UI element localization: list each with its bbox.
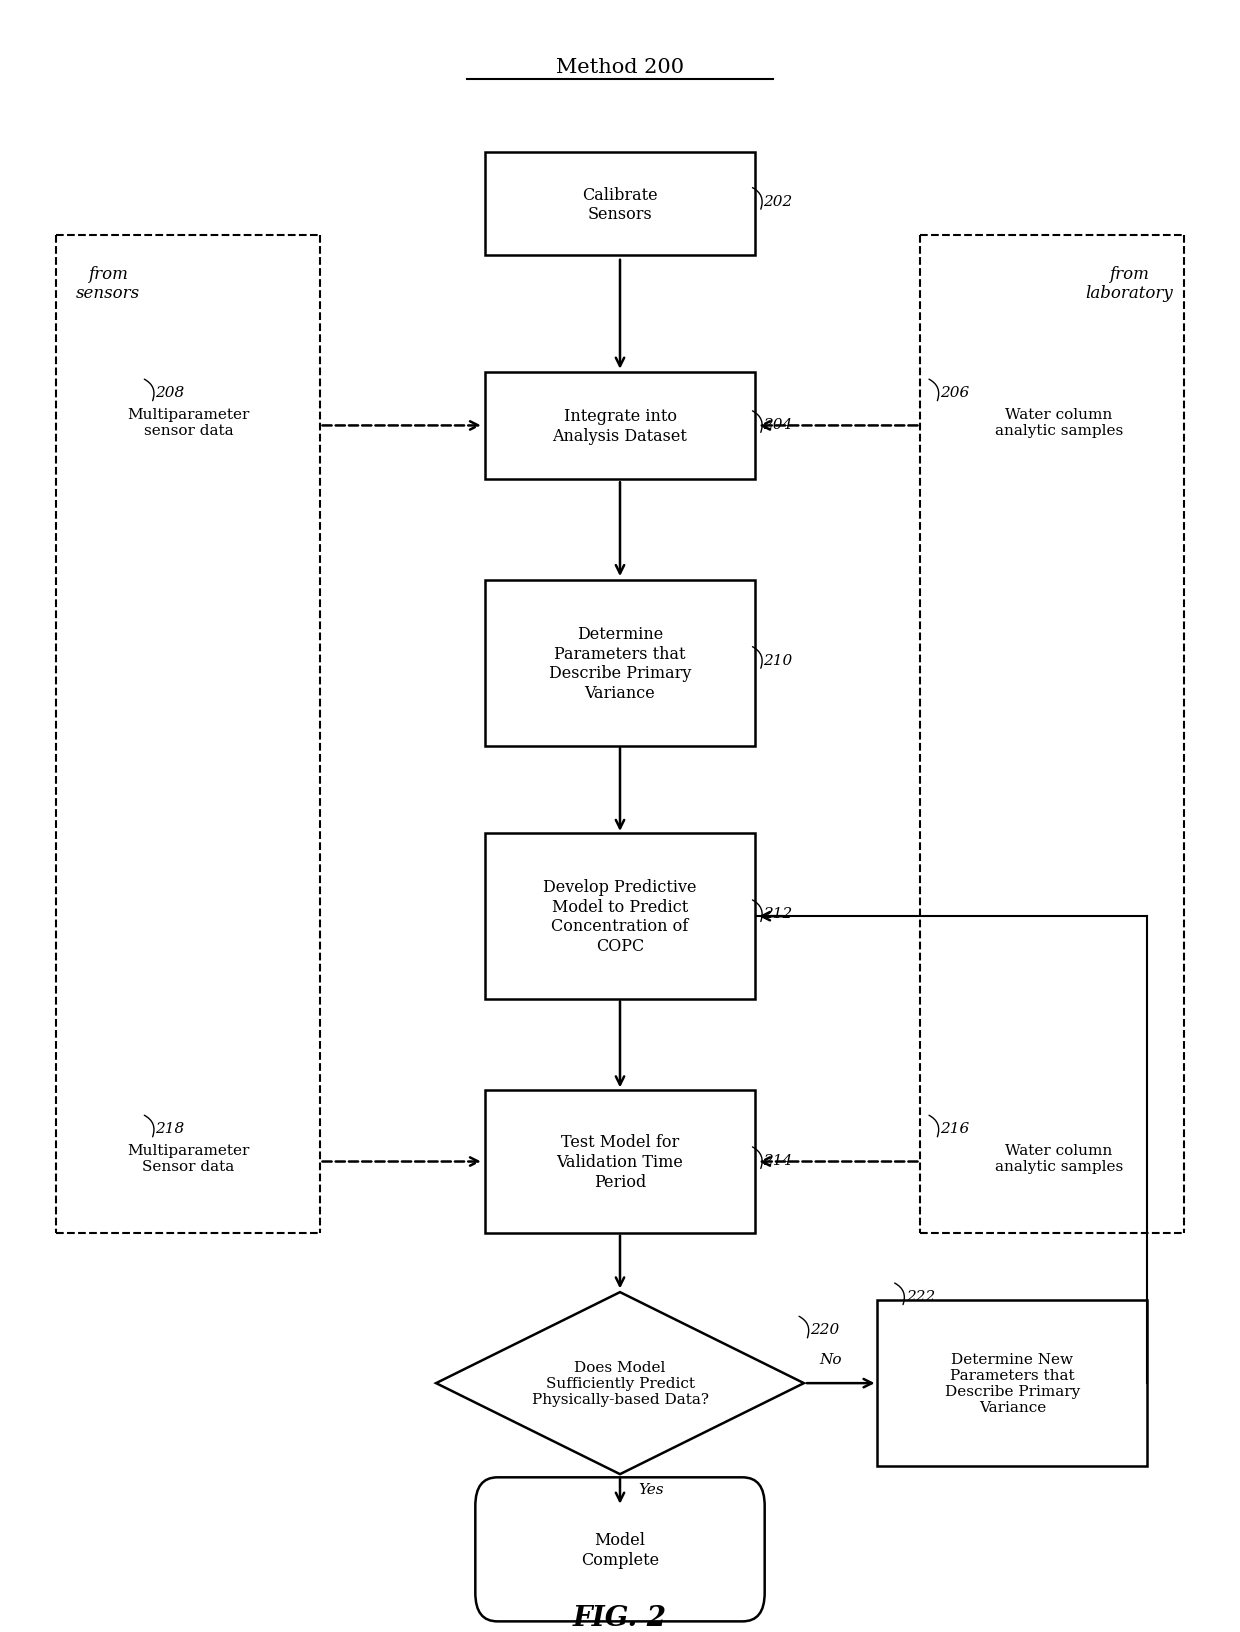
Text: from
laboratory: from laboratory	[1085, 266, 1173, 302]
FancyBboxPatch shape	[485, 581, 755, 746]
Text: No: No	[820, 1353, 842, 1366]
Text: from
sensors: from sensors	[76, 266, 140, 302]
Text: Determine
Parameters that
Describe Primary
Variance: Determine Parameters that Describe Prima…	[549, 625, 691, 702]
FancyBboxPatch shape	[485, 1090, 755, 1234]
FancyBboxPatch shape	[878, 1301, 1147, 1466]
Polygon shape	[436, 1293, 804, 1474]
Text: Multiparameter
sensor data: Multiparameter sensor data	[128, 408, 249, 437]
Text: 210: 210	[764, 653, 792, 667]
Text: 202: 202	[764, 194, 792, 209]
FancyBboxPatch shape	[485, 834, 755, 1000]
FancyBboxPatch shape	[475, 1477, 765, 1621]
Text: Method 200: Method 200	[556, 57, 684, 77]
Text: Multiparameter
Sensor data: Multiparameter Sensor data	[128, 1144, 249, 1173]
Text: Determine New
Parameters that
Describe Primary
Variance: Determine New Parameters that Describe P…	[945, 1351, 1080, 1415]
Text: Does Model
Sufficiently Predict
Physically-based Data?: Does Model Sufficiently Predict Physical…	[532, 1359, 708, 1407]
Text: 218: 218	[155, 1121, 185, 1136]
FancyBboxPatch shape	[485, 372, 755, 480]
Text: 204: 204	[764, 418, 792, 431]
Text: 222: 222	[905, 1289, 935, 1304]
Text: 208: 208	[155, 385, 185, 400]
Text: Water column
analytic samples: Water column analytic samples	[994, 408, 1123, 437]
Text: 220: 220	[810, 1322, 839, 1337]
Text: Model
Complete: Model Complete	[580, 1531, 660, 1568]
Text: 212: 212	[764, 906, 792, 920]
Text: 214: 214	[764, 1154, 792, 1167]
Text: FIG. 2: FIG. 2	[573, 1604, 667, 1630]
Text: Test Model for
Validation Time
Period: Test Model for Validation Time Period	[557, 1134, 683, 1190]
Text: Yes: Yes	[639, 1482, 663, 1497]
Text: Develop Predictive
Model to Predict
Concentration of
COPC: Develop Predictive Model to Predict Conc…	[543, 878, 697, 955]
Text: 206: 206	[940, 385, 970, 400]
Text: Water column
analytic samples: Water column analytic samples	[994, 1144, 1123, 1173]
FancyBboxPatch shape	[485, 153, 755, 256]
Text: Integrate into
Analysis Dataset: Integrate into Analysis Dataset	[553, 408, 687, 444]
Text: Calibrate
Sensors: Calibrate Sensors	[583, 186, 657, 224]
Text: 216: 216	[940, 1121, 970, 1136]
